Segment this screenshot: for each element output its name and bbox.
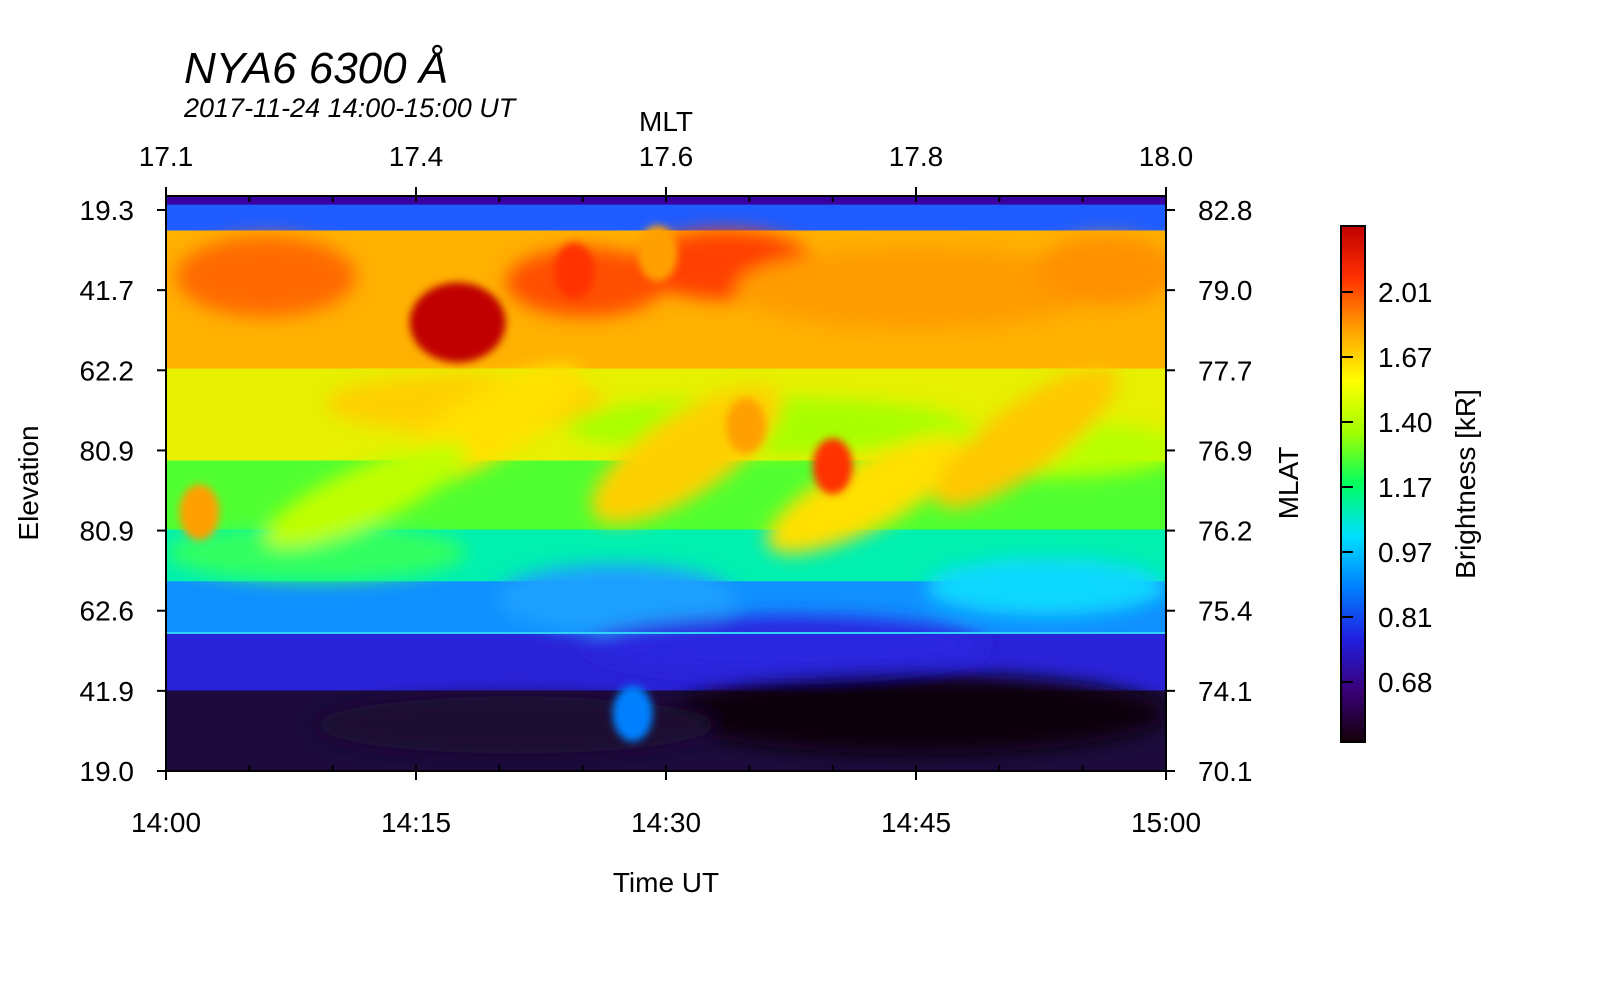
- y-tick-label: 19.0: [80, 756, 135, 787]
- top-axis-label: MLT: [639, 106, 693, 137]
- heatmap-region: [1036, 236, 1166, 306]
- y-tick-label: 41.7: [80, 275, 135, 306]
- colorbar-tick-label: 0.97: [1378, 537, 1433, 568]
- heatmap-feature: [637, 225, 678, 282]
- top-axis: 17.1 17.4 17.6 17.8 18.0: [139, 141, 1194, 202]
- heatmap-feature: [726, 398, 766, 454]
- colorbar-tick-label: 0.81: [1378, 602, 1433, 633]
- right-tick-label: 70.1: [1198, 756, 1253, 787]
- bottom-axis: 14:00 14:15 14:30 14:45 15:00: [131, 765, 1201, 838]
- right-tick-label: 76.9: [1198, 435, 1253, 466]
- heatmap-structure: [264, 443, 468, 547]
- right-tick-label: 74.1: [1198, 676, 1253, 707]
- x-tick-label: 14:45: [881, 807, 951, 838]
- right-tick-label: 77.7: [1198, 355, 1253, 386]
- heatmap-feature: [554, 242, 595, 299]
- colorbar-tick-label: 0.68: [1378, 667, 1433, 698]
- right-axis: 82.8 79.0 77.7 76.9 76.2 75.4 74.1 70.1: [1166, 195, 1253, 787]
- right-tick-label: 75.4: [1198, 596, 1253, 627]
- top-tick-label: 18.0: [1139, 141, 1194, 172]
- top-tick-label: 17.1: [139, 141, 194, 172]
- heatmap-structure: [766, 436, 966, 554]
- heatmap-feature: [612, 685, 653, 742]
- heatmap-region: [166, 523, 466, 582]
- right-tick-label: 82.8: [1198, 195, 1253, 226]
- y-tick-label: 80.9: [80, 516, 135, 547]
- colorbar-tick-label: 1.40: [1378, 407, 1433, 438]
- x-tick-label: 15:00: [1131, 807, 1201, 838]
- x-tick-label: 14:30: [631, 807, 701, 838]
- heatmap-region: [926, 558, 1166, 616]
- heatmap-region: [666, 673, 1166, 754]
- left-axis: 19.3 41.7 62.2 80.9 80.9 62.6 41.9 19.0: [80, 195, 166, 787]
- x-tick-label: 14:00: [131, 807, 201, 838]
- heatmap-region: [496, 564, 736, 633]
- top-tick-label: 17.8: [889, 141, 944, 172]
- chart-title: NYA6 6300 Å: [184, 44, 449, 93]
- y-tick-label: 80.9: [80, 435, 135, 466]
- heatmap-band: [166, 204, 1166, 232]
- y-tick-label: 19.3: [80, 195, 135, 226]
- colorbar-ticks: 2.01 1.67 1.40 1.17 0.97 0.81 0.68: [1341, 277, 1433, 698]
- colorbar: [1340, 225, 1366, 743]
- top-tick-label: 17.4: [389, 141, 444, 172]
- colorbar-label: Brightness [kR]: [1450, 389, 1481, 579]
- x-axis-label: Time UT: [613, 867, 719, 898]
- colorbar-tick-label: 2.01: [1378, 277, 1433, 308]
- heatmap-feature: [409, 282, 506, 363]
- heatmap-image: [166, 196, 1166, 771]
- y-axis-label: Elevation: [13, 425, 44, 540]
- heatmap-structure: [934, 367, 1118, 508]
- y-tick-label: 62.2: [80, 355, 135, 386]
- heatmap-feature: [812, 438, 853, 495]
- top-tick-label: 17.6: [639, 141, 694, 172]
- y-tick-label: 41.9: [80, 676, 135, 707]
- right-tick-label: 79.0: [1198, 275, 1253, 306]
- heatmap-region: [316, 696, 716, 754]
- colorbar-tick-label: 1.67: [1378, 342, 1433, 373]
- heatmap-feature: [179, 484, 220, 541]
- y-tick-label: 62.6: [80, 596, 135, 627]
- x-tick-label: 14:15: [381, 807, 451, 838]
- right-axis-label: MLAT: [1273, 447, 1304, 520]
- heatmap-region: [176, 236, 356, 317]
- chart-subtitle: 2017-11-24 14:00-15:00 UT: [184, 93, 516, 123]
- heatmap-region: [586, 615, 986, 674]
- heatmap-region: [736, 247, 1096, 329]
- right-tick-label: 76.2: [1198, 516, 1253, 547]
- colorbar-tick-label: 1.17: [1378, 472, 1433, 503]
